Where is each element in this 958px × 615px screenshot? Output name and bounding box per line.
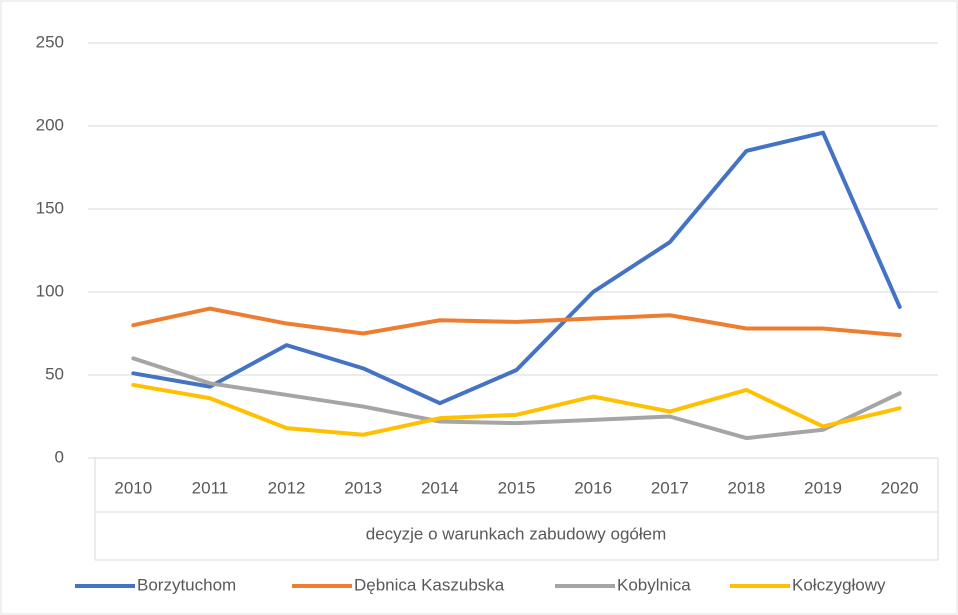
x-tick-label: 2018: [727, 478, 765, 497]
legend-label: Dębnica Kaszubska: [354, 575, 505, 594]
x-tick-label: 2019: [804, 478, 842, 497]
legend-label: Borzytuchom: [137, 575, 236, 594]
y-tick-label: 100: [36, 281, 64, 300]
y-tick-label: 250: [36, 32, 64, 51]
x-tick-label: 2014: [421, 478, 459, 497]
x-tick-label: 2017: [651, 478, 689, 497]
series-line: [131, 382, 902, 437]
x-tick-label: 2012: [268, 478, 306, 497]
x-tick-label: 2013: [344, 478, 382, 497]
x-tick-label: 2020: [881, 478, 919, 497]
y-tick-label: 0: [55, 447, 64, 466]
x-tick-label: 2015: [498, 478, 536, 497]
legend-label: Kołczygłowy: [792, 575, 886, 594]
y-tick-label: 150: [36, 198, 64, 217]
x-tick-label: 2010: [114, 478, 152, 497]
series-line: [131, 306, 902, 338]
series-line: [131, 130, 902, 406]
y-tick-label: 200: [36, 115, 64, 134]
y-tick-label: 50: [45, 364, 64, 383]
x-tick-label: 2011: [192, 478, 229, 497]
x-tick-label: 2016: [574, 478, 612, 497]
legend-label: Kobylnica: [617, 575, 691, 594]
x-axis-label: decyzje o warunkach zabudowy ogółem: [366, 524, 667, 543]
series-line: [131, 356, 902, 441]
